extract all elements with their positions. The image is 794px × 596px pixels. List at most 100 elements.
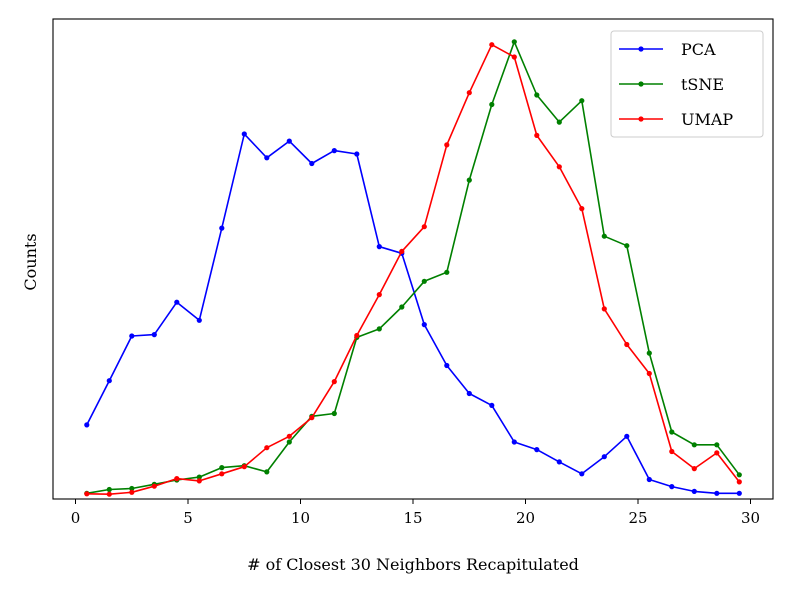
data-point-pca — [556, 459, 562, 465]
x-tick-label: 5 — [183, 509, 193, 527]
legend-label-umap: UMAP — [681, 110, 733, 129]
data-point-pca — [714, 490, 720, 496]
data-point-umap — [286, 433, 292, 439]
data-point-pca — [489, 402, 495, 408]
data-point-tsne — [691, 442, 697, 448]
data-point-pca — [466, 390, 472, 397]
data-point-pca — [174, 299, 180, 305]
data-point-umap — [309, 415, 315, 421]
data-point-tsne — [669, 429, 675, 435]
plot-area — [52, 18, 774, 500]
data-point-pca — [534, 447, 540, 453]
data-point-pca — [129, 333, 135, 339]
data-point-umap — [264, 445, 270, 451]
data-point-tsne — [601, 233, 607, 239]
legend-label-tsne: tSNE — [681, 75, 724, 94]
data-point-tsne — [511, 39, 517, 45]
x-tick-label: 25 — [628, 509, 647, 527]
data-point-umap — [466, 90, 472, 96]
data-point-umap — [331, 379, 337, 385]
data-point-umap — [691, 466, 697, 472]
data-point-pca — [376, 244, 382, 250]
data-point-pca — [736, 490, 742, 496]
data-point-tsne — [714, 442, 720, 448]
data-point-pca — [241, 131, 247, 137]
data-point-tsne — [534, 92, 540, 98]
data-point-umap — [646, 370, 652, 377]
legend-box — [610, 30, 764, 138]
data-point-tsne — [444, 269, 450, 275]
data-point-tsne — [264, 469, 270, 475]
data-point-tsne — [106, 486, 112, 493]
legend-marker-tsne — [638, 81, 644, 87]
data-point-pca — [601, 454, 607, 460]
data-point-pca — [421, 322, 427, 328]
data-point-tsne — [219, 465, 225, 471]
data-point-umap — [601, 306, 607, 312]
data-point-pca — [309, 160, 315, 167]
data-point-umap — [219, 471, 225, 477]
data-point-umap — [354, 332, 360, 339]
data-point-umap — [106, 491, 112, 497]
data-point-tsne — [331, 410, 337, 417]
data-point-tsne — [736, 472, 742, 478]
series-line-tsne — [86, 40, 740, 495]
data-point-umap — [669, 448, 675, 455]
data-point-pca — [444, 362, 450, 369]
data-point-umap — [376, 292, 382, 298]
data-point-tsne — [196, 474, 202, 480]
data-point-tsne — [489, 101, 495, 108]
x-tick-label: 30 — [741, 509, 760, 527]
series-pca — [84, 131, 742, 496]
data-point-tsne — [286, 439, 292, 445]
series-line-umap — [86, 43, 740, 496]
data-point-pca — [219, 225, 225, 231]
data-point-tsne — [399, 304, 405, 310]
data-point-pca — [264, 155, 270, 161]
data-point-umap — [444, 142, 450, 148]
data-point-umap — [241, 464, 247, 470]
legend-label-pca: PCA — [681, 40, 716, 59]
legend-marker-umap — [638, 116, 644, 122]
data-point-pca — [286, 138, 292, 144]
data-point-pca — [354, 151, 360, 157]
data-point-pca — [511, 439, 517, 445]
x-tick-label: 0 — [71, 509, 81, 527]
data-point-umap — [174, 476, 180, 482]
data-point-tsne — [624, 243, 630, 249]
data-point-tsne — [466, 177, 472, 183]
data-point-tsne — [579, 98, 585, 104]
data-point-pca — [106, 378, 112, 384]
data-point-pca — [669, 484, 675, 490]
data-point-tsne — [646, 350, 652, 356]
data-point-umap — [579, 206, 585, 212]
x-axis-ticks: 0 5 10 15 20 25 30 — [71, 499, 760, 527]
data-point-tsne — [556, 119, 562, 125]
series-umap — [84, 42, 742, 497]
data-point-pca — [196, 317, 202, 323]
data-point-pca — [331, 148, 337, 154]
data-point-tsne — [376, 326, 382, 332]
data-point-umap — [151, 483, 157, 489]
data-point-umap — [511, 54, 517, 60]
x-tick-label: 10 — [291, 509, 310, 527]
x-axis-label: # of Closest 30 Neighbors Recapitulated — [247, 555, 579, 574]
data-point-tsne — [421, 278, 427, 284]
data-point-umap — [714, 450, 720, 456]
data-point-umap — [556, 164, 562, 170]
data-point-pca — [646, 476, 652, 483]
data-point-umap — [196, 478, 202, 484]
data-point-pca — [84, 422, 90, 428]
series-line-pca — [86, 133, 740, 495]
y-axis-label: Counts — [21, 233, 40, 290]
legend-marker-pca — [638, 46, 644, 52]
data-point-umap — [736, 479, 742, 485]
legend: PCA tSNE UMAP — [610, 30, 764, 138]
data-point-umap — [129, 489, 135, 495]
data-point-umap — [84, 491, 90, 497]
data-point-umap — [489, 42, 495, 48]
data-point-tsne — [129, 485, 135, 492]
data-point-umap — [624, 341, 630, 348]
data-point-umap — [421, 224, 427, 230]
x-tick-label: 15 — [403, 509, 422, 527]
